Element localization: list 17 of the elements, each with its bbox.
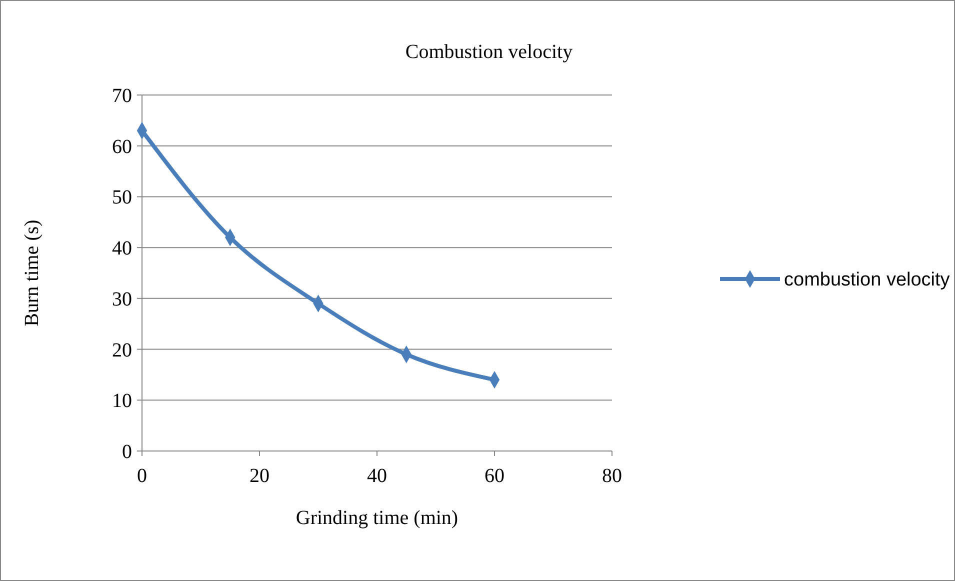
x-tick-label: 0 [137,465,147,487]
y-tick-label: 20 [112,339,132,362]
y-axis-title: Burn time (s) [21,220,43,326]
chart-title: Combustion velocity [405,41,573,63]
y-tick-label: 40 [112,238,132,260]
y-tick-label: 60 [112,136,132,158]
x-axis-title: Grinding time (min) [296,507,458,529]
y-tick-label: 0 [122,441,132,463]
x-tick-label: 80 [602,465,622,487]
y-tick-label: 10 [112,390,132,412]
y-tick-label: 50 [112,186,132,209]
x-tick-label: 60 [484,465,504,487]
legend-label: combustion velocity [784,270,950,291]
y-tick-label: 70 [112,85,132,107]
y-tick-label: 30 [112,288,132,310]
x-tick-label: 40 [367,465,387,487]
x-tick-label: 20 [250,465,270,487]
